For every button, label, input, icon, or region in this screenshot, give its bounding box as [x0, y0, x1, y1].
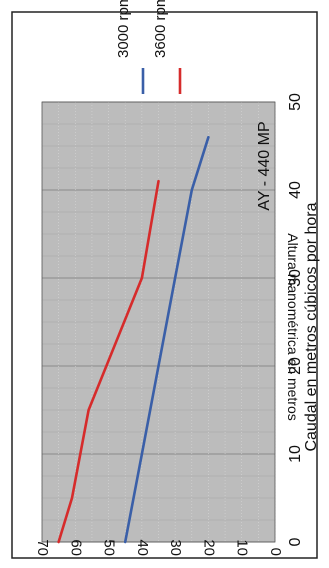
y-tick-1: 10 — [234, 539, 251, 556]
y-tick-5: 50 — [101, 539, 118, 556]
y-tick-2: 20 — [200, 539, 217, 556]
legend-entry-1: 3600 rpm — [152, 0, 169, 58]
tick-labels: 0 10 20 30 40 50 0 10 20 30 40 50 60 70 — [34, 93, 304, 556]
legend-label-0: 3000 rpm — [115, 0, 132, 58]
x-tick-label-0: 0 — [287, 537, 304, 546]
legend-entry-0: 3000 rpm — [115, 0, 132, 58]
y-tick-6: 60 — [67, 539, 84, 556]
y-tick-label-7: 70 — [34, 539, 51, 556]
series-lines — [57, 135, 210, 544]
y-tick-7: 70 — [34, 539, 51, 556]
x-axis-label: Caudal en metros cúbicos por hora — [303, 202, 320, 451]
y-tick-label-1: 10 — [234, 539, 251, 556]
y-tick-label-5: 50 — [101, 539, 118, 556]
legend: 3000 rpm 3600 rpm — [115, 0, 182, 94]
x-tick-4: 40 — [287, 181, 304, 199]
x-tick-5: 50 — [287, 93, 304, 111]
plot-border — [41, 101, 276, 543]
y-tick-label-4: 40 — [134, 539, 151, 556]
x-tick-2: 20 — [287, 357, 304, 375]
y-tick-label-3: 30 — [167, 539, 184, 556]
chart-title: AY - 440 MP — [256, 121, 273, 210]
y-axis-label: Altura manométrica en metros — [285, 233, 301, 421]
y-tick-label-6: 60 — [67, 539, 84, 556]
x-tick-label-5: 50 — [287, 93, 304, 111]
x-tick-label-1: 10 — [287, 445, 304, 463]
y-tick-label-2: 20 — [200, 539, 217, 556]
y-tick-3: 30 — [167, 539, 184, 556]
x-tick-1: 10 — [287, 445, 304, 463]
x-tick-0: 0 — [287, 537, 304, 546]
y-tick-0: 0 — [267, 548, 284, 556]
series-line-1 — [57, 179, 160, 544]
y-tick-label-0: 0 — [267, 548, 284, 556]
x-tick-label-2: 20 — [287, 357, 304, 375]
legend-label-1: 3600 rpm — [152, 0, 169, 58]
x-tick-3: 30 — [287, 269, 304, 287]
y-tick-4: 40 — [134, 539, 151, 556]
series-line-0 — [123, 135, 210, 544]
x-tick-label-4: 40 — [287, 181, 304, 199]
x-tick-label-3: 30 — [287, 269, 304, 287]
